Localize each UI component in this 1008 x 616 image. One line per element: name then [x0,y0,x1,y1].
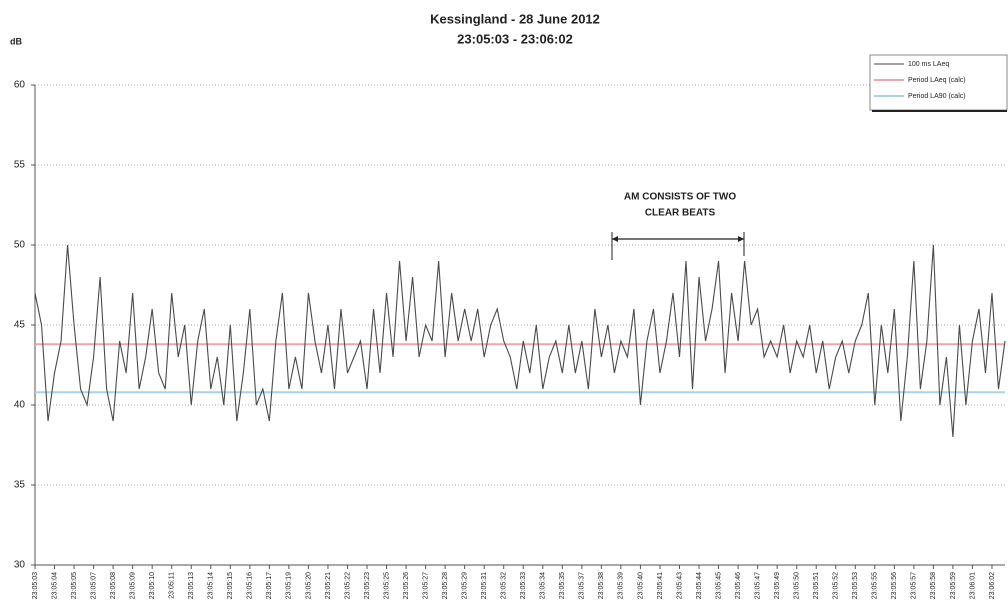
x-tick-label: 23:05:44 [696,572,703,599]
x-tick-label: 23:05:17 [266,572,273,599]
x-tick-label: 23:05:38 [598,572,605,599]
x-tick-label: 23:06:02 [989,572,996,599]
legend-label: 100 ms LAeq [908,61,949,68]
x-tick-label: 23:06:01 [969,572,976,599]
x-tick-label: 23:05:37 [579,572,586,599]
y-tick-label: 45 [14,320,26,331]
annotation-text: CLEAR BEATS [645,208,716,219]
x-tick-label: 23:05:43 [676,572,683,599]
x-tick-label: 23:05:31 [481,572,488,599]
chart-title: Kessingland - 28 June 2012 [430,11,600,26]
x-tick-label: 23:05:21 [325,572,332,599]
x-tick-label: 23:05:49 [774,572,781,599]
x-tick-label: 23:05:59 [950,572,957,599]
x-tick-label: 23:05:40 [637,572,644,599]
y-axis-label: dB [10,36,22,46]
x-tick-label: 23:05:04 [51,572,58,599]
x-tick-label: 23:05:27 [422,572,429,599]
x-tick-label: 23:05:47 [754,572,761,599]
x-tick-label: 23:05:33 [520,572,527,599]
x-tick-label: 23:05:11 [169,572,176,599]
y-tick-label: 50 [14,240,26,251]
x-tick-label: 23:05:05 [71,572,78,599]
y-tick-label: 60 [14,80,26,91]
x-tick-label: 23:05:15 [227,572,234,599]
annotation-text: AM CONSISTS OF TWO [624,192,736,203]
data-line [34,244,1006,438]
x-tick-label: 23:05:26 [403,572,410,599]
chart-subtitle: 23:05:03 - 23:06:02 [457,31,573,46]
x-tick-label: 23:05:56 [891,572,898,599]
x-tick-label: 23:05:07 [90,572,97,599]
x-tick-label: 23:05:39 [618,572,625,599]
x-tick-label: 23:05:51 [813,572,820,599]
y-tick-label: 40 [14,400,26,411]
x-tick-label: 23:05:45 [715,572,722,599]
legend-label: Period LA90 (calc) [908,93,966,100]
x-tick-label: 23:05:10 [149,572,156,599]
legend-label: Period LAeq (calc) [908,77,966,84]
x-tick-label: 23:05:41 [657,572,664,599]
x-tick-label: 23:05:19 [286,572,293,599]
x-tick-label: 23:05:34 [540,572,547,599]
y-tick-label: 35 [14,480,26,491]
x-tick-label: 23:05:46 [735,572,742,599]
x-tick-label: 23:05:53 [852,572,859,599]
x-tick-label: 23:05:22 [344,572,351,599]
x-tick-label: 23:05:09 [129,572,136,599]
x-tick-label: 23:05:35 [559,572,566,599]
x-tick-label: 23:05:50 [794,572,801,599]
x-tick-label: 23:05:52 [833,572,840,599]
x-tick-label: 23:05:13 [188,572,195,599]
x-tick-label: 23:05:14 [208,572,215,599]
y-tick-label: 55 [14,160,26,171]
x-tick-label: 23:05:57 [911,572,918,599]
x-tick-label: 23:05:25 [383,572,390,599]
y-tick-label: 30 [14,560,26,571]
x-tick-label: 23:05:03 [32,572,39,599]
x-tick-label: 23:05:08 [110,572,117,599]
x-tick-label: 23:05:28 [442,572,449,599]
x-tick-label: 23:05:58 [930,572,937,599]
x-tick-label: 23:05:23 [364,572,371,599]
x-tick-label: 23:05:32 [501,572,508,599]
x-tick-label: 23:05:29 [462,572,469,599]
x-tick-label: 23:05:55 [872,572,879,599]
x-tick-label: 23:05:16 [247,572,254,599]
x-tick-label: 23:05:20 [305,572,312,599]
